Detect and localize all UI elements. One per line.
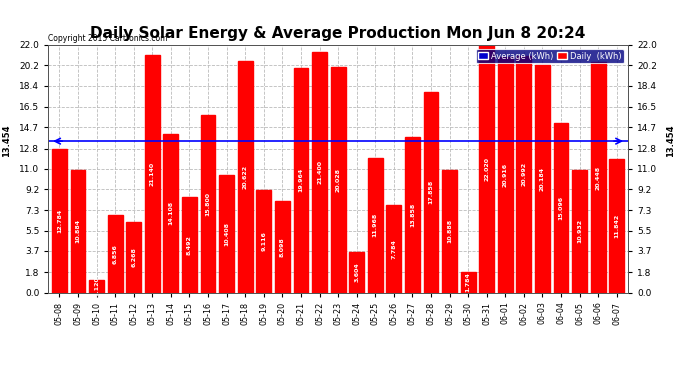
Bar: [516, 56, 531, 292]
Bar: [480, 45, 494, 292]
Bar: [219, 176, 234, 292]
Text: Copyright 2015 Cartronics.com: Copyright 2015 Cartronics.com: [48, 33, 168, 42]
Text: 6.856: 6.856: [112, 244, 118, 264]
Text: 20.992: 20.992: [522, 162, 526, 186]
Bar: [70, 170, 86, 292]
Text: 1.120: 1.120: [94, 276, 99, 296]
Bar: [572, 170, 587, 292]
Text: 11.968: 11.968: [373, 213, 377, 237]
Text: 21.400: 21.400: [317, 160, 322, 184]
Text: 14.108: 14.108: [168, 201, 173, 225]
Bar: [609, 159, 624, 292]
Bar: [349, 252, 364, 292]
Bar: [442, 170, 457, 292]
Text: 20.184: 20.184: [540, 167, 545, 191]
Text: 11.842: 11.842: [614, 214, 619, 238]
Bar: [145, 55, 160, 292]
Bar: [591, 63, 606, 292]
Text: 10.408: 10.408: [224, 222, 229, 246]
Text: 6.268: 6.268: [131, 247, 136, 267]
Text: 10.884: 10.884: [75, 219, 81, 243]
Bar: [535, 65, 550, 292]
Text: 13.454: 13.454: [666, 125, 675, 158]
Bar: [275, 201, 290, 292]
Bar: [126, 222, 141, 292]
Bar: [312, 52, 327, 292]
Bar: [424, 92, 438, 292]
Bar: [257, 190, 271, 292]
Text: 15.096: 15.096: [558, 195, 564, 220]
Text: 8.492: 8.492: [187, 235, 192, 255]
Text: 20.028: 20.028: [335, 168, 341, 192]
Text: 9.116: 9.116: [262, 231, 266, 251]
Title: Daily Solar Energy & Average Production Mon Jun 8 20:24: Daily Solar Energy & Average Production …: [90, 26, 586, 41]
Bar: [293, 68, 308, 292]
Text: 7.784: 7.784: [391, 239, 396, 259]
Bar: [89, 280, 104, 292]
Bar: [182, 197, 197, 292]
Bar: [386, 205, 402, 292]
Text: 20.448: 20.448: [595, 165, 601, 189]
Text: 1.784: 1.784: [466, 273, 471, 292]
Bar: [238, 60, 253, 292]
Bar: [108, 215, 123, 292]
Text: 10.888: 10.888: [447, 219, 452, 243]
Text: 12.784: 12.784: [57, 209, 62, 233]
Bar: [498, 57, 513, 292]
Text: 20.916: 20.916: [503, 163, 508, 187]
Text: 3.604: 3.604: [354, 262, 359, 282]
Text: 20.622: 20.622: [243, 165, 248, 189]
Bar: [331, 67, 346, 292]
Text: 22.020: 22.020: [484, 157, 489, 181]
Bar: [405, 136, 420, 292]
Text: 17.858: 17.858: [428, 180, 433, 204]
Bar: [461, 272, 475, 292]
Bar: [201, 115, 215, 292]
Bar: [368, 158, 383, 292]
Text: 8.098: 8.098: [280, 237, 285, 257]
Text: 21.140: 21.140: [150, 162, 155, 186]
Bar: [553, 123, 569, 292]
Text: 10.932: 10.932: [577, 219, 582, 243]
Bar: [52, 148, 67, 292]
Text: 19.964: 19.964: [299, 168, 304, 192]
Legend: Average (kWh), Daily  (kWh): Average (kWh), Daily (kWh): [475, 49, 624, 63]
Text: 13.858: 13.858: [410, 202, 415, 226]
Bar: [164, 134, 178, 292]
Text: 13.454: 13.454: [1, 125, 10, 158]
Text: 15.800: 15.800: [206, 192, 210, 216]
